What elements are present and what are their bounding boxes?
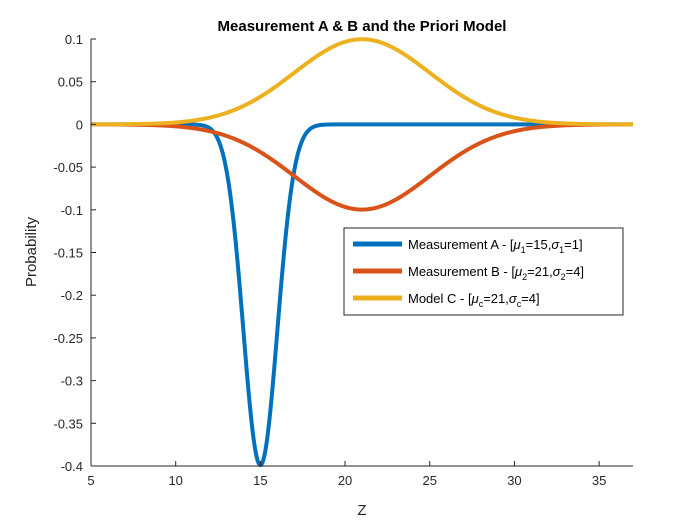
y-tick-label: 0.1 xyxy=(65,32,83,47)
legend-entry-model-c: Model C - [μc=21,σc=4] xyxy=(408,291,540,309)
legend-c-sigma-val: =4] xyxy=(521,291,539,306)
legend-a-sigma-sub: 1 xyxy=(559,245,564,255)
legend-a-mu-val: =15, xyxy=(526,237,552,252)
legend-b-mu-val: =21, xyxy=(527,264,553,279)
y-tick-label: -0.05 xyxy=(53,160,83,175)
chart-title: Measurement A & B and the Priori Model xyxy=(218,18,507,35)
legend-b-mu-symbol: μ xyxy=(514,264,522,279)
y-tick-label: -0.35 xyxy=(53,416,83,431)
series-line-measurement-a xyxy=(89,122,635,468)
y-tick-label: -0.15 xyxy=(53,246,83,261)
legend-c-mu-symbol: μ xyxy=(471,291,479,306)
legend-a-mu-sub: 1 xyxy=(521,245,526,255)
legend-c-mu-sub: c xyxy=(479,299,484,309)
legend-entry-measurement-a: Measurement A - [μ1=15,σ1=1] xyxy=(408,237,583,255)
y-tick-label: -0.25 xyxy=(53,331,83,346)
legend-b-sigma-val: =4] xyxy=(566,264,584,279)
x-axis-label: Z xyxy=(357,502,366,519)
y-axis-label: Probability xyxy=(23,216,40,287)
legend-b-prefix: Measurement B - [ xyxy=(408,264,515,279)
x-tick-label: 15 xyxy=(253,473,267,488)
legend-a-mu-symbol: μ xyxy=(513,237,521,252)
y-tick-label: 0 xyxy=(76,117,83,132)
legend-c-prefix: Model C - [ xyxy=(408,291,472,306)
x-tick-label: 20 xyxy=(338,473,352,488)
legend-entry-measurement-b: Measurement B - [μ2=21,σ2=4] xyxy=(408,264,584,282)
series-line-model-c xyxy=(89,37,635,127)
legend-a-sigma-symbol: σ xyxy=(551,237,560,252)
legend-c-sigma-sub: c xyxy=(517,299,522,309)
series-layer xyxy=(89,37,635,468)
x-tick-label: 35 xyxy=(592,473,606,488)
legend-c-mu-val: =21, xyxy=(483,291,509,306)
x-tick-label: 30 xyxy=(507,473,521,488)
axes-layer: 5 10 15 20 25 30 35 0.1 0.05 0 -0.05 -0.1 -0.15 -0.2 -… xyxy=(53,32,633,488)
y-tick-label: -0.4 xyxy=(61,459,83,474)
legend-b-sigma-sub: 2 xyxy=(561,272,566,282)
y-tick-label: -0.2 xyxy=(61,288,83,303)
legend-c-sigma-symbol: σ xyxy=(509,291,518,306)
legend-b-mu-sub: 2 xyxy=(522,272,527,282)
y-tick-label: -0.3 xyxy=(61,374,83,389)
y-tick-label: -0.1 xyxy=(61,203,83,218)
legend-b-sigma-symbol: σ xyxy=(553,264,562,279)
x-tick-label: 25 xyxy=(423,473,437,488)
legend-a-prefix: Measurement A - [ xyxy=(408,237,514,252)
legend: Measurement A - [μ1=15,σ1=1] Measurement… xyxy=(343,227,624,316)
legend-a-sigma-val: =1] xyxy=(564,237,582,252)
x-tick-label: 5 xyxy=(87,473,94,488)
series-line-measurement-b xyxy=(89,122,635,212)
x-tick-label: 10 xyxy=(168,473,182,488)
y-tick-label: 0.05 xyxy=(58,75,83,90)
